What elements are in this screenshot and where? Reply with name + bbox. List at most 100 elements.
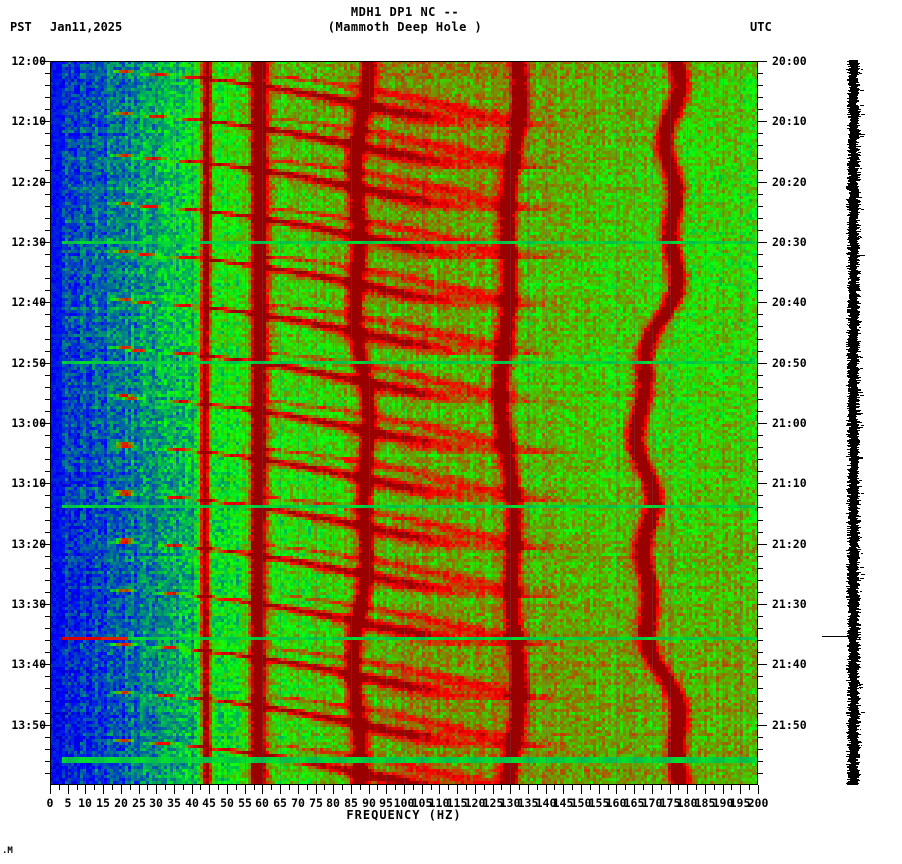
x-tick-major [174, 785, 175, 794]
y-label-pst: 13:00 [11, 416, 46, 430]
x-label-frequency: 75 [309, 796, 323, 810]
y-tick-minor-left [45, 652, 50, 653]
x-tick-minor [678, 785, 679, 790]
y-tick-minor-left [45, 616, 50, 617]
x-label-frequency: 90 [362, 796, 376, 810]
x-tick-major [581, 785, 582, 794]
x-tick-minor [77, 785, 78, 790]
x-tick-major [758, 785, 759, 794]
x-label-frequency: 200 [747, 796, 769, 810]
x-label-frequency: 175 [659, 796, 681, 810]
x-tick-major [156, 785, 157, 794]
y-tick-minor-left [45, 218, 50, 219]
y-tick-minor-right [758, 206, 763, 207]
x-tick-minor [413, 785, 414, 790]
y-tick-minor-right [758, 133, 763, 134]
y-tick-minor-left [45, 773, 50, 774]
x-label-frequency: 50 [220, 796, 234, 810]
x-tick-minor [200, 785, 201, 790]
y-tick-minor-right [758, 628, 763, 629]
y-label-utc: 21:00 [772, 416, 807, 430]
y-tick-minor-left [45, 459, 50, 460]
y-tick-minor-left [45, 145, 50, 146]
y-label-utc: 21:30 [772, 597, 807, 611]
y-label-pst: 13:30 [11, 597, 46, 611]
x-label-frequency: 170 [641, 796, 663, 810]
y-label-utc: 20:30 [772, 235, 807, 249]
x-tick-minor [448, 785, 449, 790]
x-tick-major [634, 785, 635, 794]
x-label-frequency: 180 [676, 796, 698, 810]
x-tick-major [192, 785, 193, 794]
y-tick-minor-left [45, 592, 50, 593]
y-tick-minor-left [45, 749, 50, 750]
y-tick-major-left [41, 182, 50, 183]
x-label-frequency: 45 [202, 796, 216, 810]
x-label-frequency: 80 [326, 796, 340, 810]
x-tick-minor [342, 785, 343, 790]
y-tick-minor-right [758, 713, 763, 714]
x-label-frequency: 0 [46, 796, 54, 810]
spectrogram-image [50, 61, 758, 785]
y-tick-minor-right [758, 145, 763, 146]
x-tick-minor [324, 785, 325, 790]
x-tick-major [68, 785, 69, 794]
y-tick-minor-left [45, 568, 50, 569]
y-tick-minor-right [758, 568, 763, 569]
x-tick-minor [661, 785, 662, 790]
y-tick-minor-right [758, 749, 763, 750]
y-tick-minor-left [45, 278, 50, 279]
y-label-utc: 21:40 [772, 657, 807, 671]
y-tick-minor-right [758, 266, 763, 267]
y-label-utc: 21:50 [772, 718, 807, 732]
y-tick-minor-left [45, 326, 50, 327]
y-tick-minor-right [758, 471, 763, 472]
y-tick-major-right [758, 242, 767, 243]
x-tick-major [50, 785, 51, 794]
y-tick-minor-right [758, 254, 763, 255]
y-label-pst: 12:40 [11, 295, 46, 309]
y-tick-minor-right [758, 230, 763, 231]
x-tick-major [670, 785, 671, 794]
x-tick-major [599, 785, 600, 794]
x-label-frequency: 65 [273, 796, 287, 810]
y-label-utc: 21:20 [772, 537, 807, 551]
y-label-pst: 13:10 [11, 476, 46, 490]
y-tick-major-left [41, 302, 50, 303]
y-tick-minor-left [45, 471, 50, 472]
y-tick-minor-left [45, 447, 50, 448]
x-label-frequency: 190 [712, 796, 734, 810]
y-tick-major-right [758, 61, 767, 62]
x-tick-major [227, 785, 228, 794]
y-tick-minor-right [758, 676, 763, 677]
x-label-frequency: 5 [64, 796, 72, 810]
x-tick-minor [254, 785, 255, 790]
y-tick-minor-right [758, 411, 763, 412]
x-tick-major [121, 785, 122, 794]
x-tick-major [351, 785, 352, 794]
x-tick-major [687, 785, 688, 794]
corner-artifact: .M [2, 846, 13, 856]
x-tick-major [422, 785, 423, 794]
y-tick-major-right [758, 423, 767, 424]
y-tick-minor-right [758, 592, 763, 593]
x-tick-minor [59, 785, 60, 790]
timezone-right-label: UTC [750, 20, 772, 34]
y-label-utc: 20:00 [772, 54, 807, 68]
x-label-frequency: 155 [588, 796, 610, 810]
y-label-utc: 20:20 [772, 175, 807, 189]
x-tick-minor [395, 785, 396, 790]
y-tick-minor-left [45, 133, 50, 134]
y-tick-minor-right [758, 737, 763, 738]
y-tick-major-left [41, 121, 50, 122]
x-tick-minor [643, 785, 644, 790]
frequency-axis-title: FREQUENCY (HZ) [346, 808, 462, 822]
x-tick-minor [289, 785, 290, 790]
y-tick-minor-left [45, 266, 50, 267]
y-tick-minor-left [45, 761, 50, 762]
trace-time-marker [822, 636, 858, 637]
x-label-frequency: 85 [344, 796, 358, 810]
y-tick-minor-right [758, 351, 763, 352]
x-tick-minor [537, 785, 538, 790]
y-tick-major-right [758, 725, 767, 726]
